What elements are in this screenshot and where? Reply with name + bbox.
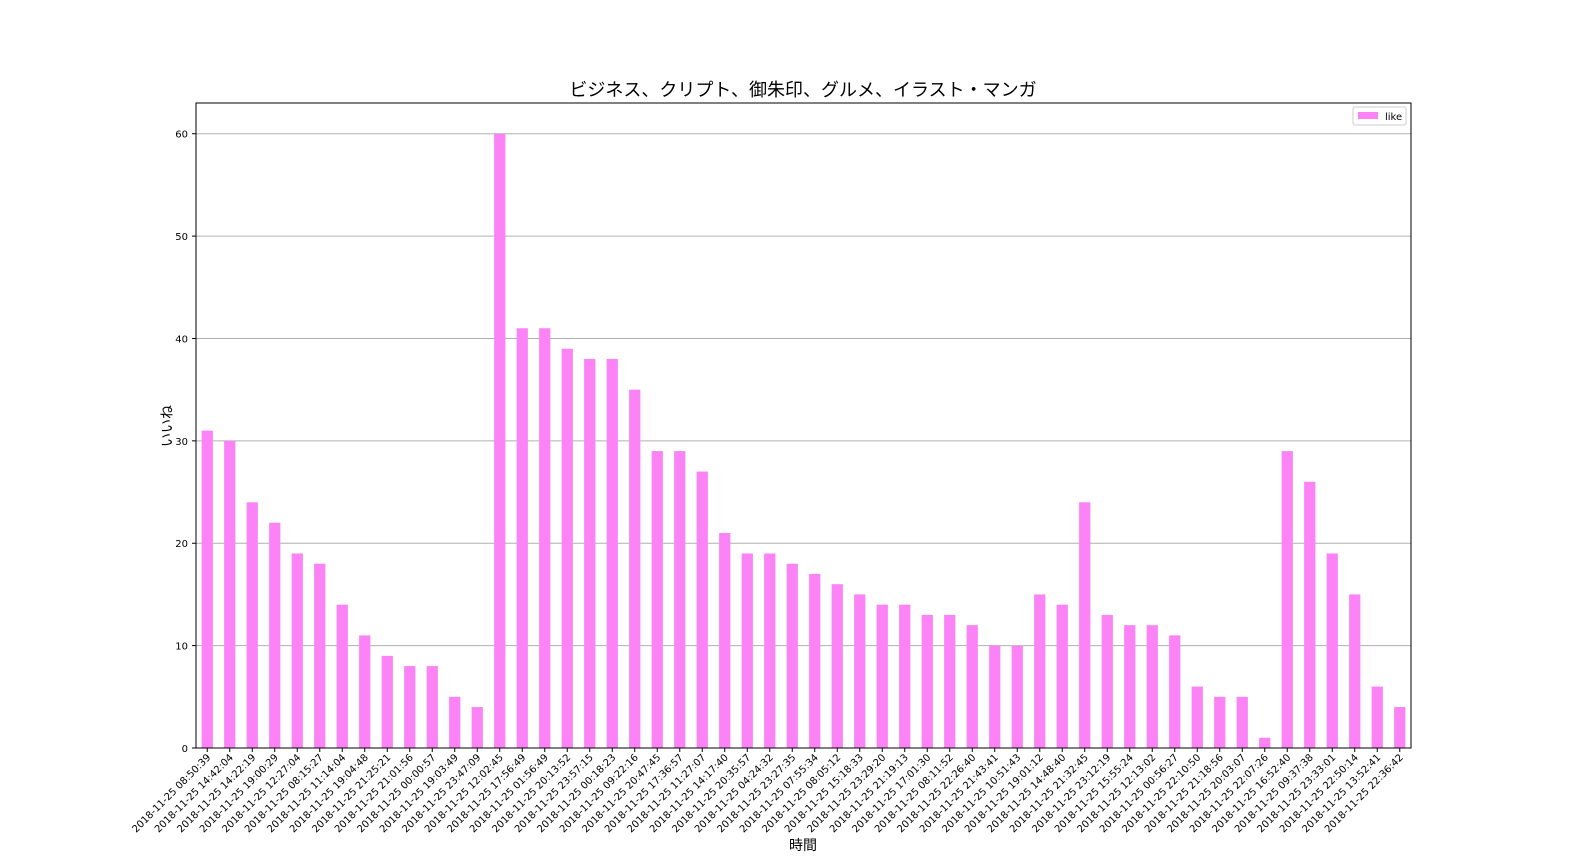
bar <box>741 553 753 748</box>
bar <box>381 655 393 748</box>
bar <box>539 328 551 748</box>
bar <box>426 666 438 748</box>
bar <box>674 451 686 748</box>
bar <box>876 604 888 748</box>
bar <box>246 502 258 748</box>
bar <box>831 584 843 748</box>
bar <box>1034 594 1046 748</box>
legend-swatch <box>1358 112 1378 119</box>
bar <box>1146 625 1158 748</box>
bar <box>1259 737 1271 748</box>
bar <box>989 645 1001 748</box>
y-tick-label: 40 <box>175 334 188 345</box>
y-tick-label: 0 <box>182 744 188 755</box>
y-tick-label: 50 <box>175 232 188 243</box>
bar <box>359 635 371 748</box>
bar <box>336 604 348 748</box>
bar <box>314 563 326 748</box>
bar <box>719 533 731 748</box>
bar <box>1124 625 1136 748</box>
bar <box>1281 451 1293 748</box>
bar <box>809 573 821 748</box>
bar <box>1079 502 1091 748</box>
bar <box>854 594 866 748</box>
bar <box>1191 686 1203 748</box>
bar <box>404 666 416 748</box>
bar <box>291 553 303 748</box>
bar <box>1236 696 1248 748</box>
legend-box <box>1352 106 1407 126</box>
bar <box>449 696 461 748</box>
bar <box>606 358 618 748</box>
bar <box>1326 553 1338 748</box>
bar <box>1101 614 1113 748</box>
y-tick-label: 20 <box>175 539 188 550</box>
bar <box>1169 635 1181 748</box>
x-axis-label: 時間 <box>789 838 817 854</box>
bar <box>966 625 978 748</box>
bar <box>269 522 281 748</box>
y-tick-label: 30 <box>175 437 188 448</box>
bar <box>786 563 798 748</box>
bar <box>629 389 641 748</box>
bar <box>201 430 213 748</box>
bar <box>1304 481 1316 748</box>
bar <box>471 707 483 748</box>
bar <box>1349 594 1361 748</box>
bar <box>651 451 663 748</box>
bar <box>494 133 506 748</box>
y-tick-label: 10 <box>175 642 188 653</box>
bar <box>899 604 911 748</box>
bar <box>516 328 528 748</box>
bar <box>764 553 776 748</box>
bar <box>1011 645 1023 748</box>
bar <box>584 358 596 748</box>
bar <box>696 471 708 748</box>
y-tick-label: 60 <box>175 130 188 141</box>
y-axis-label: いいね <box>160 405 176 447</box>
legend-label: like <box>1385 112 1402 123</box>
bar <box>561 348 573 748</box>
bar <box>1214 696 1226 748</box>
chart-title: ビジネス、クリプト、御朱印、グルメ、イラスト・マンガ <box>569 80 1036 101</box>
bar <box>921 614 933 748</box>
plot-frame <box>195 102 1412 749</box>
bar <box>1056 604 1068 748</box>
bar <box>224 440 236 748</box>
bar <box>944 614 956 748</box>
bar <box>1394 707 1406 748</box>
bar <box>1371 686 1383 748</box>
